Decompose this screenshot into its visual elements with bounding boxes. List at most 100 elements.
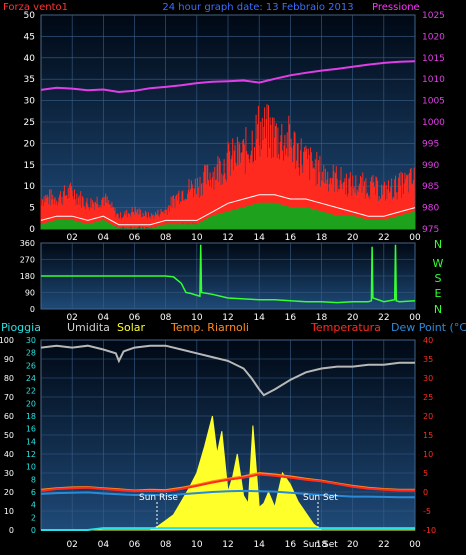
wind-tick-label: 40 bbox=[24, 54, 36, 64]
wind-white-line bbox=[40, 194, 416, 226]
wind-tick-label: 30 bbox=[24, 97, 36, 107]
pressure-tick-label: 1015 bbox=[422, 54, 445, 64]
compass-n-top: N bbox=[434, 238, 442, 251]
wind-gust-line bbox=[40, 104, 415, 229]
temp-tick-label: 0 bbox=[423, 488, 428, 497]
direction-tick-label: 90 bbox=[25, 289, 35, 298]
x-tick-label: 16 bbox=[285, 313, 297, 323]
x-tick-label: 18 bbox=[316, 233, 328, 243]
wind-tick-label: 5 bbox=[29, 204, 35, 214]
compass-s: S bbox=[435, 272, 442, 285]
temp-tick-label: 35 bbox=[423, 355, 433, 364]
x-tick-label: 04 bbox=[98, 540, 110, 550]
x-tick-label: 04 bbox=[98, 313, 110, 323]
pressure-tick-label: 980 bbox=[422, 204, 439, 214]
temp-tick-label: -5 bbox=[423, 507, 431, 516]
x-tick-label: 06 bbox=[129, 313, 141, 323]
direction-tick-label: 180 bbox=[20, 272, 35, 281]
humidity-tick-label: 90 bbox=[4, 355, 14, 364]
pressure-tick-label: 1010 bbox=[422, 75, 445, 85]
temp-tick-label: 10 bbox=[423, 450, 433, 459]
sun-set-bottom-label: Sun Set bbox=[303, 540, 338, 550]
rain-tick-label: 8 bbox=[31, 475, 36, 484]
rain-line bbox=[41, 527, 415, 531]
pressure-axis-title: Pressione bbox=[372, 2, 420, 13]
compass-e: E bbox=[435, 287, 442, 300]
rain-tick-label: 24 bbox=[26, 374, 36, 383]
legend-temperatura: Temperatura bbox=[310, 321, 381, 334]
temp-tick-label: -10 bbox=[423, 526, 436, 535]
x-tick-label: 02 bbox=[66, 540, 77, 550]
wind-tick-label: 35 bbox=[24, 75, 35, 85]
x-tick-label: 14 bbox=[253, 233, 265, 243]
rain-tick-label: 20 bbox=[26, 399, 36, 408]
wind-tick-label: 45 bbox=[24, 32, 35, 42]
rain-tick-label: 30 bbox=[26, 336, 36, 345]
rain-tick-label: 2 bbox=[31, 513, 36, 522]
x-tick-label: 04 bbox=[98, 233, 110, 243]
wind-tick-label: 25 bbox=[24, 118, 35, 128]
temp-tick-label: 30 bbox=[423, 374, 433, 383]
sun-set-label: Sun Set bbox=[303, 493, 338, 503]
pressure-tick-label: 1025 bbox=[422, 11, 445, 21]
x-tick-label: 18 bbox=[316, 540, 328, 550]
humidity-tick-label: 60 bbox=[4, 412, 14, 421]
x-tick-label: 10 bbox=[191, 313, 203, 323]
rain-tick-label: 18 bbox=[26, 412, 36, 421]
x-tick-label: 00 bbox=[409, 540, 421, 550]
x-tick-label: 06 bbox=[129, 540, 141, 550]
temp-tick-label: 20 bbox=[423, 412, 433, 421]
x-tick-label: 08 bbox=[160, 540, 172, 550]
x-tick-label: 12 bbox=[222, 313, 233, 323]
temp-ticks: 0102030405060708090100024681012141618202… bbox=[0, 336, 436, 550]
compass-w: W bbox=[433, 257, 444, 270]
temp-tick-label: 15 bbox=[423, 431, 433, 440]
x-tick-label: 20 bbox=[347, 313, 359, 323]
x-tick-label: 10 bbox=[191, 233, 203, 243]
wind-tick-label: 15 bbox=[24, 161, 35, 171]
dew-point-line bbox=[40, 489, 415, 499]
x-tick-label: 06 bbox=[129, 233, 141, 243]
legend-temp-riarnoli: Temp. Riarnoli bbox=[170, 321, 249, 334]
x-tick-label: 22 bbox=[378, 313, 389, 323]
x-tick-label: 12 bbox=[222, 233, 233, 243]
x-tick-label: 14 bbox=[253, 313, 265, 323]
legend-solar: Solar bbox=[117, 321, 146, 334]
x-tick-label: 12 bbox=[222, 540, 233, 550]
pressure-tick-label: 1000 bbox=[422, 118, 445, 128]
solar-area bbox=[41, 415, 415, 531]
direction-ticks: 0 90 180 270 360 02 04 06 08 10 12 14 16 18 20 22 00 bbox=[20, 239, 421, 323]
direction-tick-label: 270 bbox=[20, 256, 35, 265]
pressure-line bbox=[40, 60, 416, 94]
rain-tick-label: 4 bbox=[31, 501, 36, 510]
x-tick-label: 14 bbox=[253, 540, 265, 550]
x-tick-label: 08 bbox=[160, 233, 172, 243]
rain-tick-label: 16 bbox=[26, 425, 36, 434]
wind-tick-label: 10 bbox=[24, 182, 36, 192]
rain-tick-label: 28 bbox=[26, 349, 36, 358]
humidity-tick-label: 0 bbox=[9, 526, 14, 535]
x-tick-label: 10 bbox=[191, 540, 203, 550]
humidity-tick-label: 70 bbox=[4, 393, 14, 402]
humidity-tick-label: 80 bbox=[4, 374, 14, 383]
x-tick-label: 00 bbox=[409, 313, 421, 323]
rain-tick-label: 22 bbox=[26, 387, 36, 396]
wind-axis-title: Forza vento1 bbox=[3, 2, 68, 13]
wind-tick-label: 20 bbox=[24, 139, 36, 149]
chart-title: 24 hour graph date: 13 Febbraio 2013 bbox=[162, 2, 353, 13]
humidity-tick-label: 20 bbox=[4, 488, 14, 497]
pressure-tick-label: 995 bbox=[422, 139, 439, 149]
humidity-tick-label: 30 bbox=[4, 469, 14, 478]
x-tick-label: 02 bbox=[66, 233, 77, 243]
rain-tick-label: 10 bbox=[26, 463, 36, 472]
rain-tick-label: 6 bbox=[31, 488, 36, 497]
wind-tick-label: 0 bbox=[29, 225, 35, 235]
temp-grid bbox=[41, 339, 416, 531]
sun-rise-label: Sun Rise bbox=[139, 493, 178, 503]
direction-line bbox=[41, 244, 416, 304]
compass-n-bottom: N bbox=[434, 303, 442, 316]
wind-average-area bbox=[40, 202, 416, 230]
x-tick-label: 16 bbox=[285, 233, 297, 243]
x-tick-label: 02 bbox=[66, 313, 77, 323]
x-tick-label: 18 bbox=[316, 313, 328, 323]
